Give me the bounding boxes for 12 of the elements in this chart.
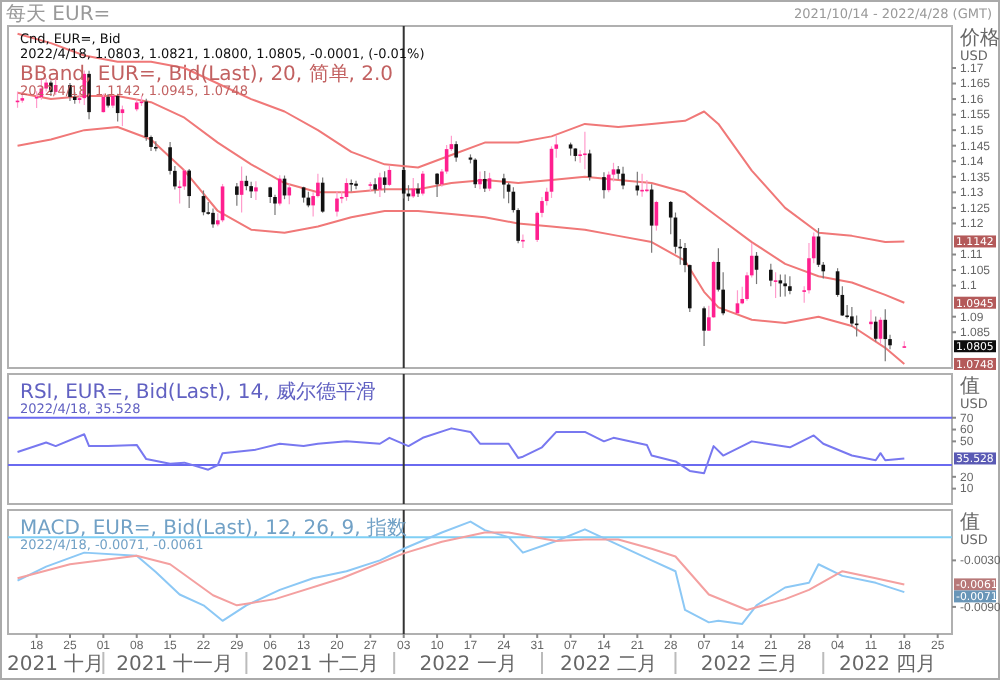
annotation: RSI, EUR=, Bid(Last), 14, 威尔德平滑: [20, 380, 376, 404]
text: 2021 十一月: [116, 652, 234, 676]
y-axis-title: 价格 USD: [958, 26, 1000, 64]
text: 2022 四月: [839, 654, 937, 676]
text: 2021 十月: [7, 652, 105, 676]
y-axis-title: 值 USD: [960, 512, 988, 548]
text: 2021 十二月: [261, 652, 379, 676]
text: 2022 三月: [700, 654, 799, 676]
y-axis-title: 值 USD: [960, 376, 988, 412]
text: 2022 二月: [560, 654, 658, 676]
chart-title: 每天 EUR=: [6, 2, 111, 26]
text: 2022 一月: [419, 654, 517, 676]
